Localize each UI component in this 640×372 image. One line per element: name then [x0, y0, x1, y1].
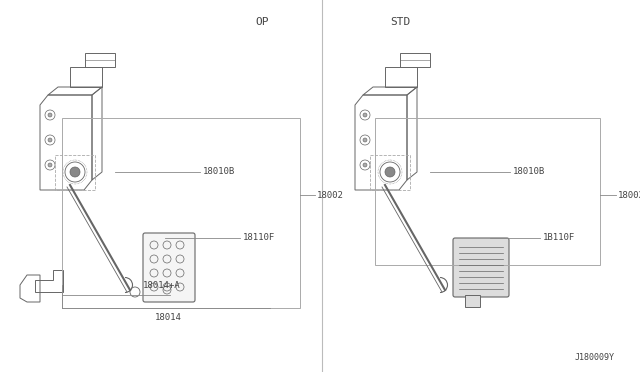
Text: 18110F: 18110F — [243, 234, 275, 243]
Circle shape — [48, 163, 52, 167]
Text: 18010B: 18010B — [203, 167, 236, 176]
Circle shape — [363, 138, 367, 142]
Circle shape — [385, 167, 395, 177]
FancyBboxPatch shape — [453, 238, 509, 297]
Bar — [62, 118, 300, 308]
Bar — [375, 118, 600, 265]
Text: 18002: 18002 — [618, 190, 640, 199]
Text: 18002: 18002 — [317, 190, 344, 199]
Polygon shape — [465, 295, 480, 307]
Circle shape — [48, 138, 52, 142]
Text: J180009Y: J180009Y — [575, 353, 615, 362]
Text: STD: STD — [390, 17, 410, 27]
Text: 1B110F: 1B110F — [543, 234, 575, 243]
Circle shape — [363, 163, 367, 167]
Text: 18014: 18014 — [155, 314, 182, 323]
Text: 18014+A: 18014+A — [143, 280, 180, 289]
Circle shape — [48, 113, 52, 117]
Text: 18010B: 18010B — [513, 167, 545, 176]
Circle shape — [363, 113, 367, 117]
FancyBboxPatch shape — [143, 233, 195, 302]
Circle shape — [70, 167, 80, 177]
Text: OP: OP — [255, 17, 269, 27]
